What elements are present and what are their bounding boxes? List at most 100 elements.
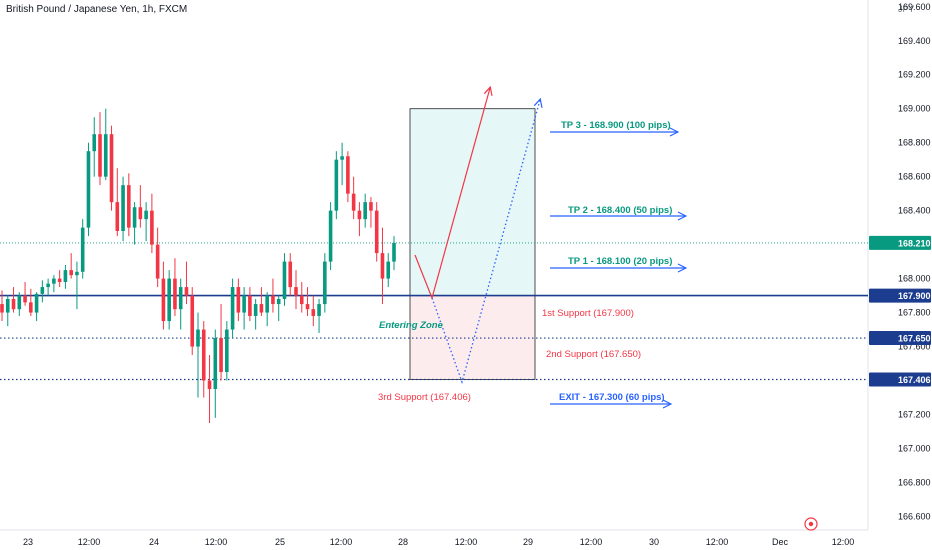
candle[interactable] — [317, 298, 321, 333]
candle[interactable] — [86, 142, 91, 237]
candle[interactable] — [144, 202, 148, 242]
candle[interactable] — [328, 202, 333, 271]
x-tick-label: 12:00 — [205, 537, 228, 547]
candle[interactable] — [276, 295, 281, 322]
candle[interactable] — [17, 292, 22, 316]
svg-text:167.406: 167.406 — [898, 375, 931, 385]
candle[interactable] — [98, 112, 102, 186]
candle[interactable] — [40, 280, 45, 303]
candle[interactable] — [138, 185, 143, 228]
x-tick-label: 29 — [523, 537, 533, 547]
entering-zone-label: Entering Zone — [379, 320, 444, 331]
candle[interactable] — [380, 227, 385, 305]
candle[interactable] — [248, 287, 252, 322]
candle[interactable] — [299, 281, 304, 313]
candle[interactable] — [132, 202, 137, 245]
candle[interactable] — [69, 253, 73, 279]
candle[interactable] — [23, 281, 27, 306]
candle[interactable] — [311, 295, 316, 327]
candle[interactable] — [196, 312, 200, 398]
support3-label: 3rd Support (167.406) — [378, 392, 471, 403]
y-tick-label: 169.400 — [898, 36, 931, 46]
candle[interactable] — [155, 227, 160, 288]
candle[interactable] — [63, 265, 68, 289]
candle[interactable] — [334, 151, 339, 220]
candle[interactable] — [167, 270, 171, 330]
y-tick-label: 168.600 — [898, 172, 931, 182]
candle[interactable] — [80, 219, 85, 279]
svg-text:167.900: 167.900 — [898, 291, 931, 301]
candle[interactable] — [103, 108, 108, 181]
chart-title: British Pound / Japanese Yen, 1h, FXCM — [6, 4, 188, 15]
candle[interactable] — [288, 253, 293, 296]
candle[interactable] — [178, 278, 183, 330]
candle[interactable] — [357, 202, 362, 237]
candle[interactable] — [161, 261, 166, 330]
candle[interactable] — [242, 287, 246, 330]
x-tick-label: 23 — [23, 537, 33, 547]
candle[interactable] — [0, 290, 4, 322]
y-tick-label: 169.200 — [898, 70, 931, 80]
tp3-label: TP 3 - 168.900 (100 pips) — [561, 120, 671, 131]
candle[interactable] — [369, 197, 373, 228]
candle[interactable] — [57, 270, 62, 288]
y-tick-label: 168.400 — [898, 206, 931, 216]
candle[interactable] — [363, 193, 367, 228]
x-tick-label: 28 — [398, 537, 408, 547]
x-tick-label: 12:00 — [706, 537, 729, 547]
candle[interactable] — [225, 321, 229, 381]
candle[interactable] — [346, 151, 350, 203]
x-tick-label: 24 — [149, 537, 159, 547]
candle[interactable] — [150, 193, 154, 254]
candle[interactable] — [340, 142, 344, 186]
candle[interactable] — [236, 278, 241, 322]
candle[interactable] — [271, 278, 275, 313]
candle[interactable] — [207, 355, 212, 423]
candle[interactable] — [121, 176, 125, 242]
candle[interactable] — [374, 202, 379, 262]
candle[interactable] — [109, 125, 114, 211]
candle[interactable] — [201, 321, 206, 398]
candle[interactable] — [305, 287, 310, 316]
tp1-label: TP 1 - 168.100 (20 pips) — [568, 256, 672, 267]
candle[interactable] — [11, 287, 16, 313]
candle[interactable] — [323, 253, 327, 313]
candle[interactable] — [115, 168, 120, 237]
y-tick-label: 167.600 — [898, 342, 931, 352]
y-tick-label: 167.000 — [898, 443, 931, 453]
time-axis: 23 12:00 24 12:00 25 12:00 28 12:00 29 12:00 30 12:… — [23, 537, 854, 547]
candle[interactable] — [265, 292, 269, 327]
candle[interactable] — [34, 292, 39, 322]
x-tick-label: Dec — [772, 537, 789, 547]
level-price-tag: 167.900 — [869, 288, 931, 303]
candle[interactable] — [253, 298, 258, 330]
y-tick-label: 166.600 — [898, 511, 931, 521]
candle[interactable] — [75, 261, 79, 310]
candles — [0, 108, 396, 423]
candle[interactable] — [386, 253, 391, 288]
candle[interactable] — [282, 253, 287, 306]
candle[interactable] — [294, 270, 298, 310]
candle[interactable] — [46, 278, 50, 296]
candle[interactable] — [219, 304, 223, 381]
target-icon[interactable] — [804, 517, 818, 531]
candle[interactable] — [173, 258, 177, 316]
candle[interactable] — [259, 287, 264, 316]
candle[interactable] — [29, 288, 33, 316]
candle[interactable] — [92, 117, 97, 177]
x-tick-label: 12:00 — [78, 537, 101, 547]
candle[interactable] — [392, 236, 396, 271]
svg-text:167.650: 167.650 — [898, 334, 931, 344]
candle[interactable] — [213, 329, 218, 418]
last-price-tag: 168.210 — [869, 235, 931, 250]
candle[interactable] — [127, 173, 131, 237]
candle[interactable] — [230, 278, 235, 339]
candle[interactable] — [52, 275, 56, 293]
candle[interactable] — [184, 261, 189, 305]
candle[interactable] — [351, 176, 356, 220]
price-axis: 169.600 169.400 169.200 169.000 168.800 168.6… — [898, 2, 931, 522]
candle[interactable] — [190, 287, 195, 356]
profit-zone[interactable] — [409, 108, 536, 296]
candle[interactable] — [5, 295, 10, 327]
